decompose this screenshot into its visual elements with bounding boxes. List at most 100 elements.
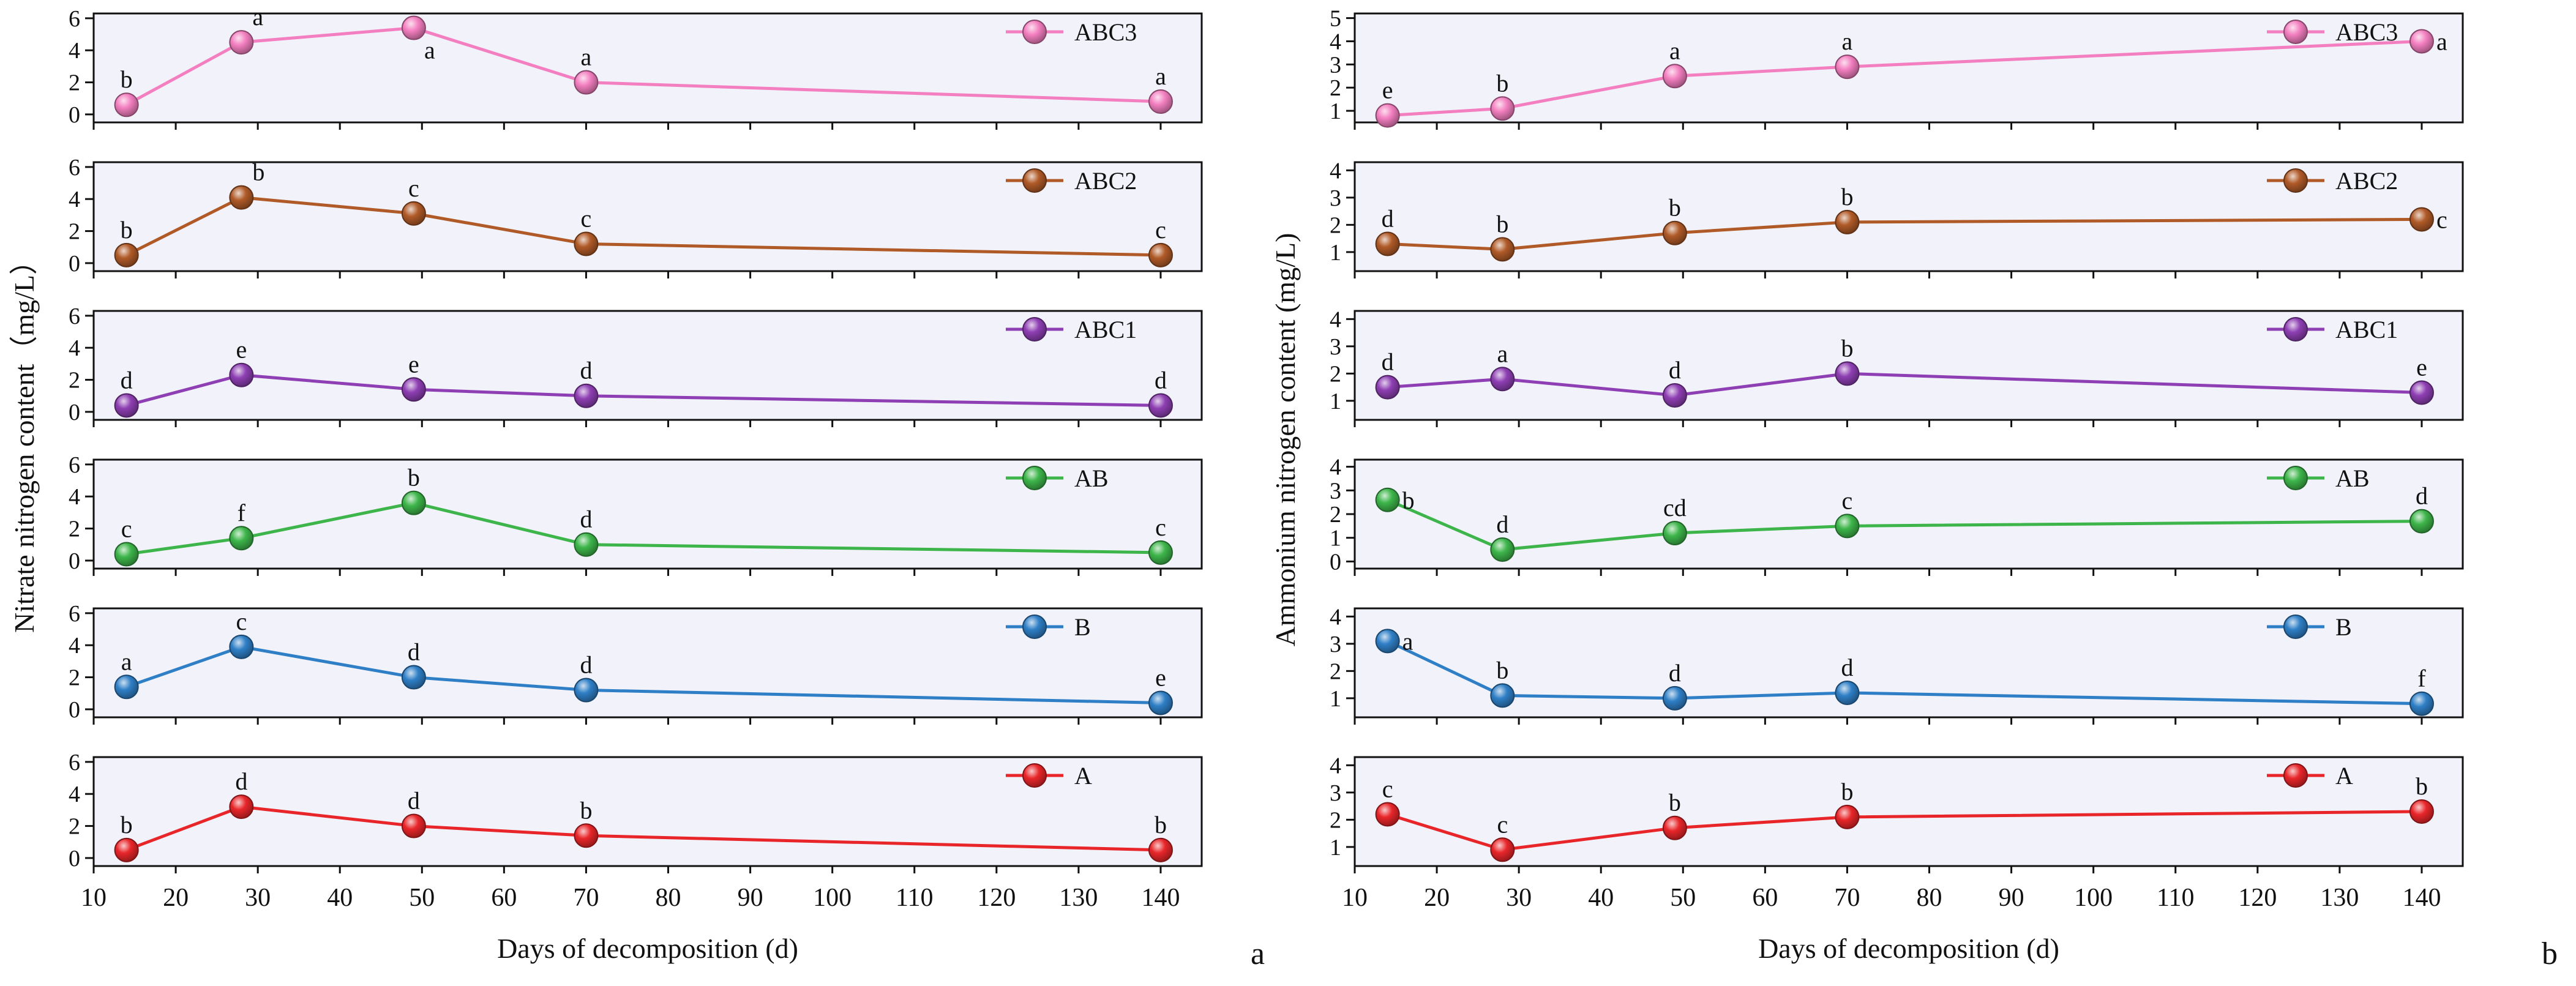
- significance-letter: a: [121, 648, 132, 675]
- data-point: [1662, 815, 1687, 840]
- significance-letter: b: [580, 796, 592, 824]
- plot-frame: [1354, 310, 2464, 421]
- data-point: [1148, 242, 1173, 267]
- significance-letter: a: [1402, 627, 1413, 655]
- y-tick-label: 0: [69, 102, 80, 128]
- y-tick-label: 1: [1330, 835, 1341, 861]
- y-tick-label: 6: [69, 452, 80, 478]
- y-tick-label: 0: [69, 846, 80, 872]
- y-tick-label: 1: [1330, 99, 1341, 124]
- data-point: [1662, 220, 1687, 245]
- y-tick-label: 1: [1330, 526, 1341, 551]
- data-point: [1148, 393, 1173, 418]
- x-tick-label: 110: [2157, 884, 2194, 912]
- significance-letter: c: [408, 174, 419, 202]
- legend-marker: [2283, 466, 2308, 490]
- y-tick-label: 2: [69, 517, 80, 542]
- x-tick-label: 130: [2320, 884, 2359, 912]
- subplot-b: 0 2 4 6 a c d d e B: [69, 601, 1203, 725]
- x-tick-label: 90: [738, 884, 763, 912]
- data-point: [401, 813, 426, 838]
- y-tick-label: 3: [1330, 632, 1341, 657]
- legend-marker: [2283, 317, 2308, 342]
- data-point: [574, 823, 599, 848]
- legend-marker: [1022, 168, 1047, 193]
- y-tick-label: 4: [69, 484, 80, 510]
- significance-letter: d: [1669, 356, 1681, 384]
- y-tick-label: 2: [69, 70, 80, 96]
- significance-letter: a: [1842, 28, 1853, 55]
- significance-letter: b: [1402, 487, 1415, 514]
- x-tick-label: 120: [2238, 884, 2277, 912]
- data-point: [2409, 29, 2434, 54]
- data-point: [114, 542, 139, 567]
- data-point: [1835, 361, 1860, 386]
- y-tick-label: 1: [1330, 389, 1341, 414]
- y-tick-label: 2: [1330, 807, 1341, 833]
- data-point: [2409, 799, 2434, 824]
- y-tick-label: 3: [1330, 334, 1341, 360]
- x-tick-label: 40: [1588, 884, 1614, 912]
- data-point: [229, 526, 254, 551]
- significance-letter: b: [1155, 811, 1167, 838]
- legend-label: AB: [2335, 465, 2370, 492]
- data-point: [1375, 487, 1400, 512]
- data-point: [2409, 509, 2434, 534]
- y-tick-label: 6: [69, 750, 80, 775]
- legend-marker: [1022, 317, 1047, 342]
- significance-letter: b: [1669, 789, 1681, 816]
- data-point: [229, 794, 254, 820]
- significance-letter: d: [121, 366, 133, 394]
- data-point: [574, 70, 599, 95]
- significance-letter: c: [1382, 775, 1393, 802]
- legend-marker: [2283, 168, 2308, 193]
- y-tick-label: 2: [1330, 502, 1341, 528]
- data-point: [1148, 837, 1173, 862]
- significance-letter: c: [2436, 206, 2447, 233]
- data-point: [2409, 207, 2434, 232]
- x-tick-label: 130: [1059, 884, 1098, 912]
- significance-letter: d: [1382, 205, 1394, 233]
- significance-letter: b: [1496, 210, 1508, 237]
- y-axis-title: Ammonium nitrogen content (mg/L): [1270, 233, 1301, 647]
- panel-a-tag: a: [1251, 936, 1265, 971]
- x-tick-label: 100: [2074, 884, 2113, 912]
- x-tick-label: 30: [245, 884, 271, 912]
- data-point: [401, 665, 426, 690]
- data-point: [574, 231, 599, 256]
- significance-letter: b: [408, 464, 420, 491]
- significance-letter: d: [1669, 659, 1681, 687]
- data-point: [2409, 380, 2434, 405]
- y-tick-label: 3: [1330, 185, 1341, 211]
- y-tick-label: 4: [69, 633, 80, 659]
- x-tick-label: 20: [1424, 884, 1450, 912]
- legend-label: ABC1: [1074, 316, 1137, 343]
- x-tick-label: 60: [491, 884, 517, 912]
- y-tick-label: 3: [1330, 478, 1341, 504]
- legend-marker: [2283, 763, 2308, 788]
- data-point: [401, 490, 426, 515]
- significance-letter: e: [236, 336, 247, 364]
- legend-label: ABC1: [2335, 316, 2398, 343]
- x-tick-label: 10: [81, 884, 107, 912]
- significance-letter: d: [2416, 482, 2428, 510]
- x-tick-label: 110: [896, 884, 933, 912]
- x-tick-label: 50: [409, 884, 435, 912]
- significance-letter: b: [121, 65, 133, 93]
- data-point: [1375, 103, 1400, 128]
- x-tick-label: 140: [1141, 884, 1180, 912]
- y-tick-label: 2: [69, 814, 80, 840]
- x-axis-title: Days of decomposition (d): [497, 933, 798, 964]
- data-point: [1148, 540, 1173, 565]
- data-point: [1835, 804, 1860, 829]
- significance-letter: d: [1496, 510, 1508, 538]
- y-tick-label: 0: [69, 251, 80, 277]
- significance-letter: c: [1155, 514, 1166, 541]
- significance-letter: d: [1155, 366, 1167, 394]
- significance-letter: c: [1842, 487, 1853, 514]
- data-point: [229, 30, 254, 55]
